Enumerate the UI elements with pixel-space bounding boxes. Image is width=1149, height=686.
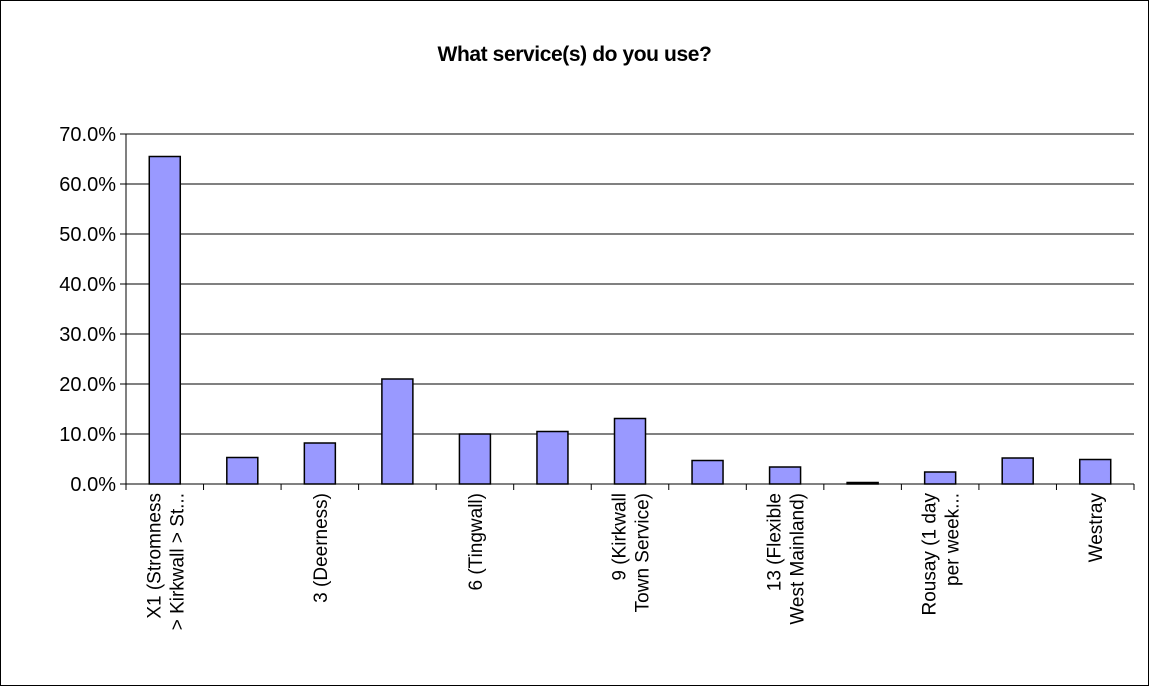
x-category-label: 3 (Deerness)	[311, 493, 332, 603]
x-category-label: 9 (Kirkwall	[610, 493, 631, 581]
chart-title: What service(s) do you use?	[437, 43, 712, 66]
bar	[536, 430, 569, 485]
bar	[458, 433, 492, 485]
bar	[691, 459, 724, 485]
bars	[148, 155, 1112, 485]
bar	[923, 471, 957, 485]
axes	[120, 133, 1135, 490]
y-tick-label: 10.0%	[59, 424, 116, 446]
y-tick-label: 20.0%	[59, 374, 116, 396]
x-category-label: Town Service)	[633, 493, 654, 612]
x-category-label: > Kirkwall > St...	[167, 493, 188, 630]
x-category-label: West Mainland)	[788, 493, 809, 625]
x-category-label: 6 (Tingwall)	[466, 493, 487, 590]
y-tick-label: 30.0%	[59, 324, 116, 346]
x-category-label: per week...	[943, 493, 964, 586]
bar	[226, 456, 259, 485]
x-category-label: X1 (Stromness	[144, 493, 165, 619]
bar	[148, 155, 182, 485]
y-tick-label: 50.0%	[59, 224, 116, 246]
bar	[613, 417, 647, 485]
x-category-label: 13 (Flexible	[765, 493, 786, 591]
bar	[768, 466, 802, 485]
y-tick-labels: 0.0% 10.0% 20.0% 30.0% 40.0% 50.0% 60.0% 70.0%	[59, 124, 116, 496]
y-tick-label: 40.0%	[59, 274, 116, 296]
x-category-label: Rousay (1 day	[920, 493, 941, 616]
gridlines	[126, 133, 1134, 435]
bar	[381, 378, 414, 485]
bar	[303, 442, 337, 485]
y-tick-label: 60.0%	[59, 174, 116, 196]
bar	[1001, 457, 1034, 485]
y-tick-label: 70.0%	[59, 124, 116, 146]
x-category-label: Westray	[1086, 493, 1107, 563]
bar	[1078, 458, 1112, 485]
x-category-labels: X1 (Stromness > Kirkwall > St... 3 (Deerne…	[144, 493, 1107, 631]
y-tick-label: 0.0%	[70, 474, 116, 496]
